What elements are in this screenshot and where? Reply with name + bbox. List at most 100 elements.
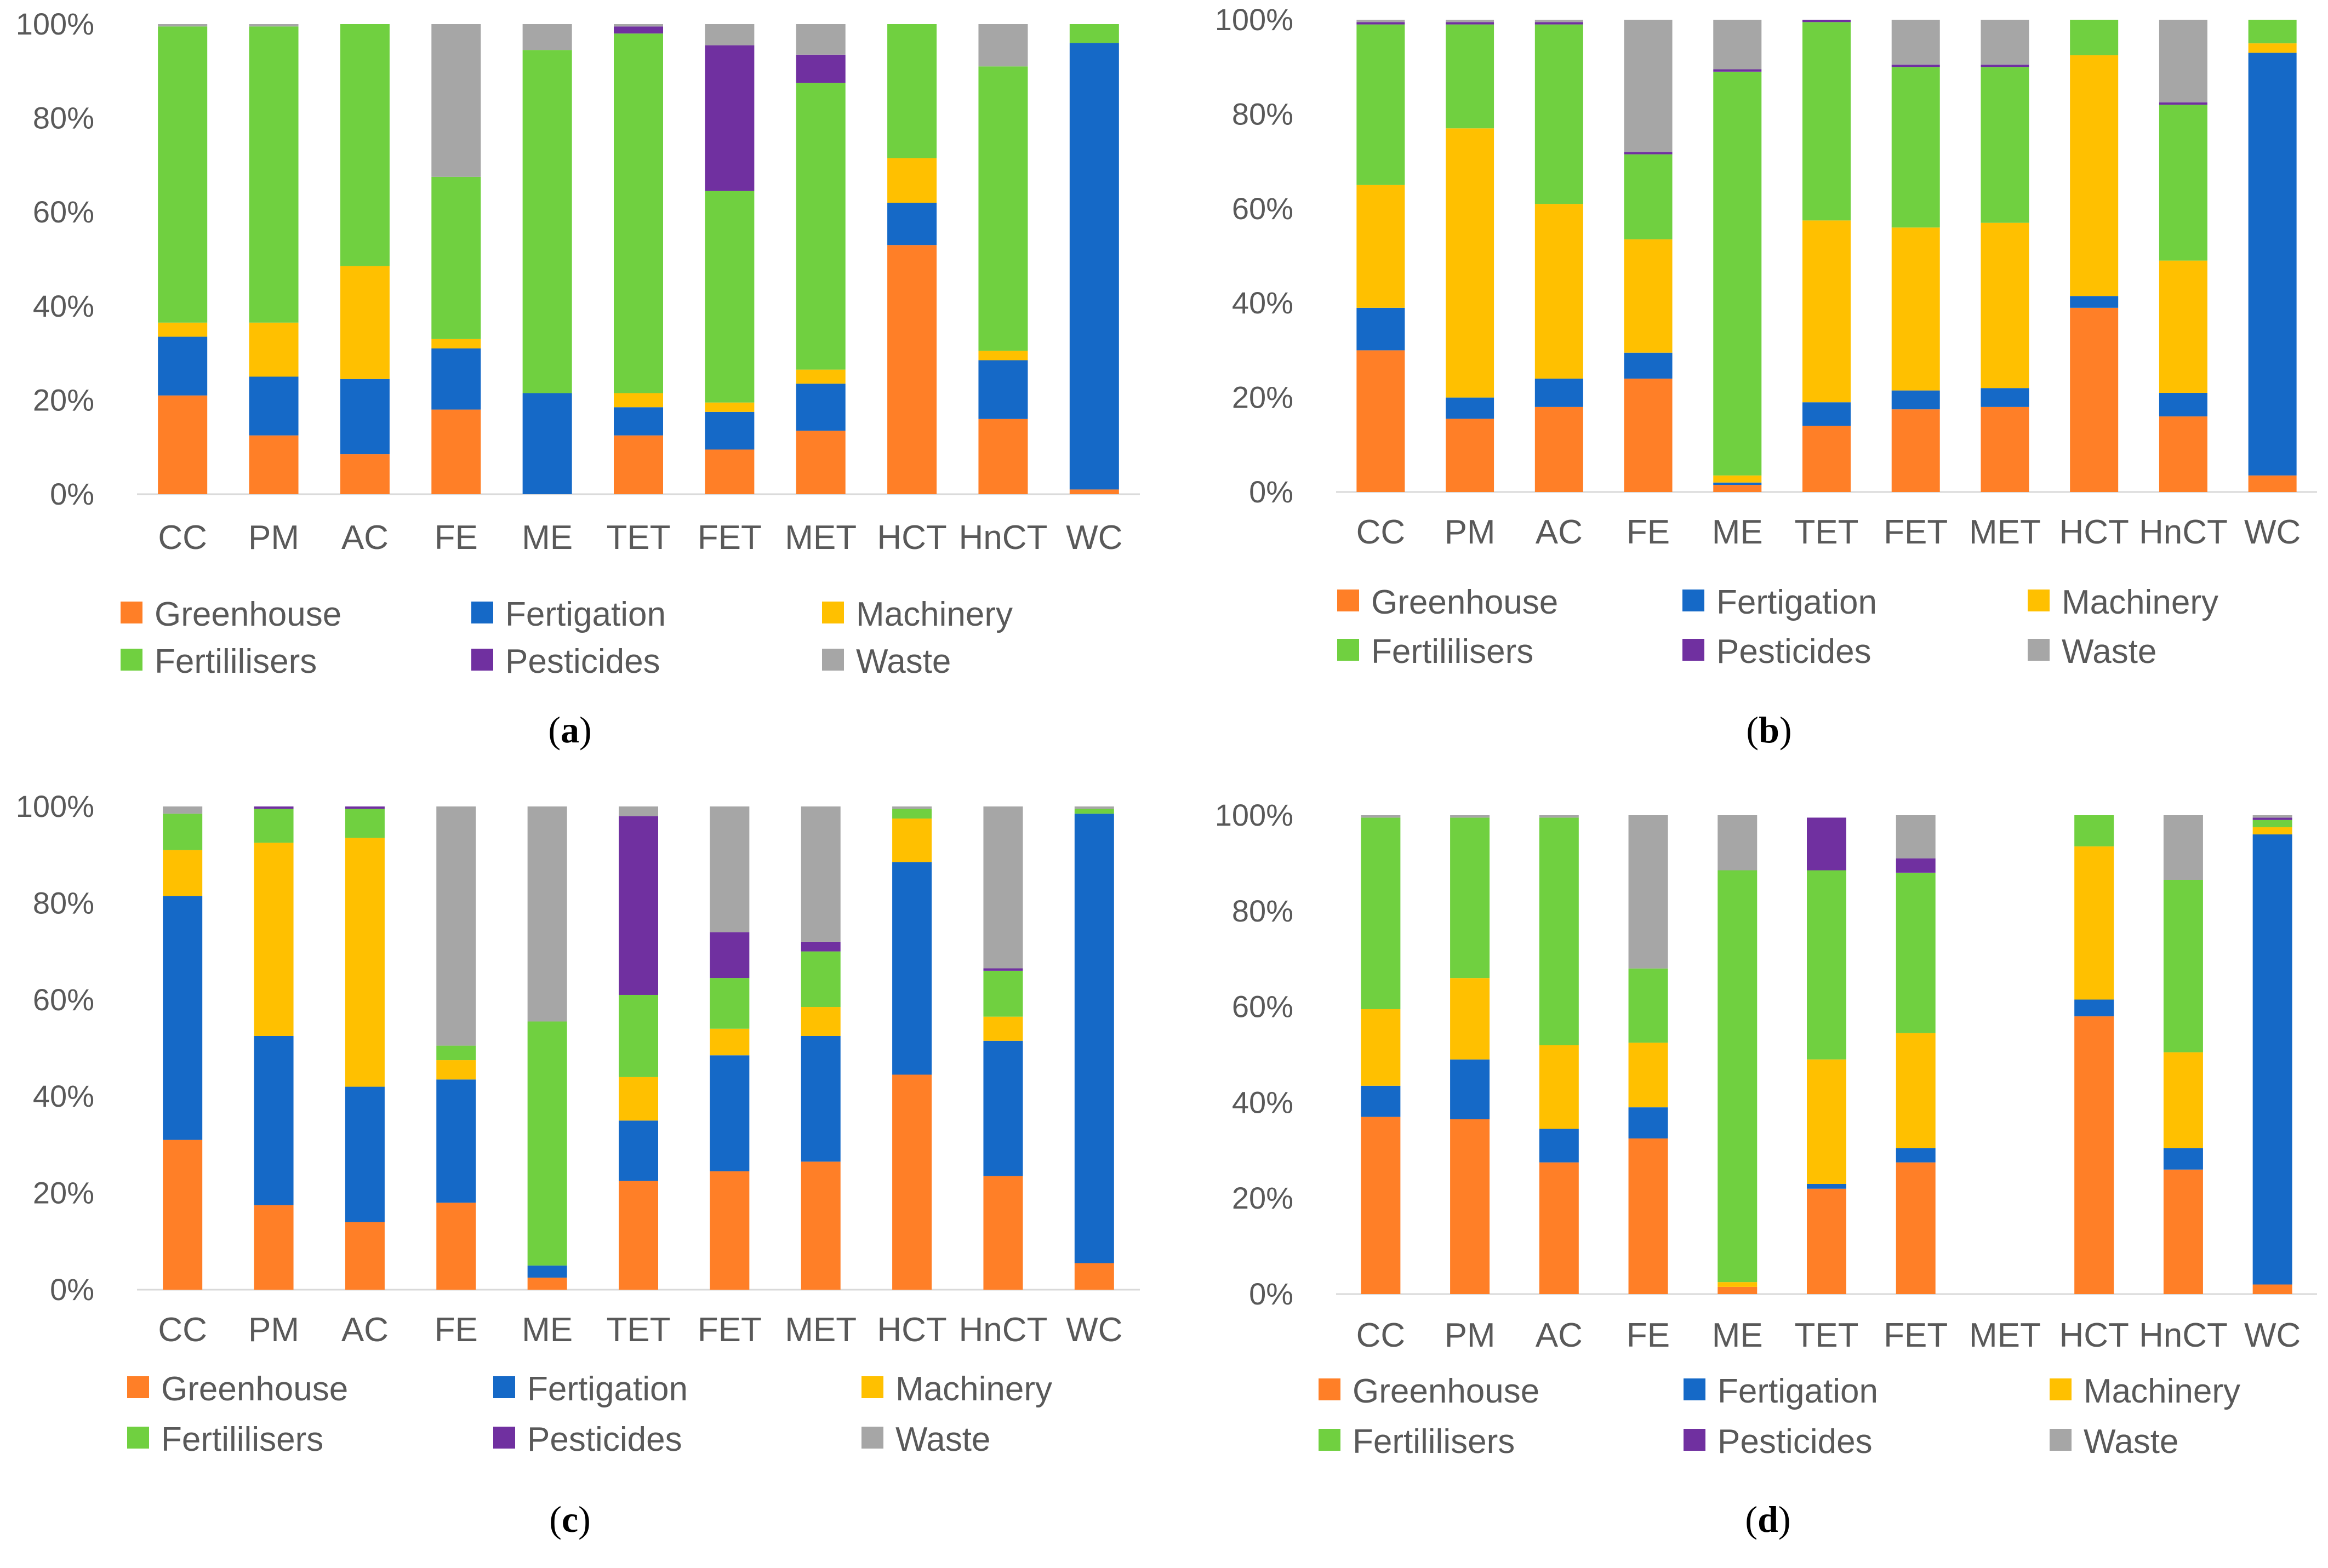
bar-segment-greenhouse-ac — [340, 454, 390, 494]
legend-swatch-fertililisers — [127, 1427, 149, 1449]
panel-caption: (d) — [1745, 1498, 1790, 1540]
bar-segment-machinery-hnct — [2159, 260, 2207, 393]
bar-segment-fertigation-hct — [2070, 296, 2119, 308]
bar-segment-greenhouse-hnct — [978, 419, 1028, 494]
bar-segment-machinery-cc — [1356, 185, 1405, 308]
bar-segment-machinery-cc — [163, 850, 203, 896]
bar-segment-greenhouse-wc — [1074, 1263, 1114, 1290]
y-tick-label: 40% — [33, 289, 94, 323]
bar-segment-fertigation-fet — [1891, 390, 1940, 410]
legend-swatch-fertililisers — [121, 649, 142, 671]
bar-segment-fertililisers-cc — [163, 814, 203, 850]
legend-swatch-greenhouse — [127, 1376, 149, 1398]
legend-label-fertililisers: Fertililisers — [1371, 633, 1533, 671]
x-tick-label: ME — [1712, 513, 1763, 551]
x-tick-label: WC — [1066, 1311, 1122, 1349]
y-tick-label: 100% — [16, 789, 94, 823]
x-tick-label: WC — [2244, 1317, 2301, 1354]
bar-segment-fertililisers-fe — [436, 1045, 476, 1061]
bar-segment-machinery-fe — [436, 1060, 476, 1080]
bar-segment-pesticides-ac — [1534, 22, 1583, 25]
bar-segment-machinery-pm — [1450, 978, 1490, 1060]
legend-swatch-machinery — [822, 602, 844, 623]
legend-label-greenhouse: Greenhouse — [1371, 583, 1558, 621]
bar-segment-waste-ac — [1534, 20, 1583, 22]
bar-segment-pesticides-me — [1713, 69, 1762, 72]
bar-segment-greenhouse-cc — [158, 395, 208, 494]
y-tick-label: 20% — [1232, 380, 1293, 415]
bar-segment-fertililisers-cc — [1356, 24, 1405, 185]
bar-segment-waste-fe — [436, 806, 476, 1046]
bar-segment-fertigation-wc — [1069, 43, 1119, 490]
bar-segment-fertigation-ac — [340, 379, 390, 455]
caption-open-paren: ( — [1745, 1498, 1758, 1540]
y-tick-label: 0% — [1249, 1277, 1293, 1311]
bar-segment-fertigation-wc — [1074, 814, 1114, 1263]
bar-segment-greenhouse-met — [801, 1161, 841, 1290]
legend-swatch-greenhouse — [121, 602, 142, 623]
legend-swatch-fertililisers — [1337, 639, 1359, 661]
caption-letter: c — [562, 1498, 578, 1540]
bar-segment-greenhouse-fet — [705, 449, 755, 494]
bar-segment-fertigation-met — [796, 384, 846, 431]
bar-segment-pesticides-tet — [1807, 817, 1846, 871]
caption-letter: d — [1758, 1498, 1778, 1540]
bar-segment-machinery-ac — [345, 838, 385, 1087]
y-tick-label: 0% — [1249, 474, 1293, 509]
bar-segment-greenhouse-ac — [345, 1222, 385, 1290]
bar-segment-machinery-met — [1981, 222, 2029, 388]
y-tick-label: 80% — [1232, 96, 1293, 131]
legend-label-pesticides: Pesticides — [1718, 1423, 1873, 1461]
bar-segment-pesticides-met — [1981, 64, 2029, 67]
bar-segment-machinery-met — [801, 1007, 841, 1036]
bar-segment-pesticides-hnct — [983, 968, 1023, 971]
caption-close-paren: ) — [1778, 1498, 1791, 1540]
bar-segment-machinery-cc — [1361, 1009, 1401, 1086]
bar-segment-fertililisers-wc — [1074, 809, 1114, 814]
x-tick-label: TET — [1794, 1317, 1858, 1354]
legend-swatch-fertigation — [493, 1376, 515, 1398]
bar-segment-machinery-hct — [887, 158, 937, 203]
bar-segment-fertililisers-hnct — [2159, 105, 2207, 261]
bar-segment-greenhouse-wc — [2248, 475, 2297, 492]
bar-segment-greenhouse-hct — [887, 245, 937, 494]
bar-segment-fertililisers-met — [796, 83, 846, 370]
legend-label-greenhouse: Greenhouse — [161, 1370, 348, 1408]
y-tick-label: 0% — [50, 477, 94, 511]
y-tick-label: 60% — [33, 194, 94, 229]
bar-segment-waste-cc — [158, 24, 208, 27]
bar-segment-pesticides-fet — [705, 45, 755, 191]
bar-segment-waste-fet — [710, 806, 750, 932]
bar-segment-fertililisers-me — [527, 1021, 567, 1266]
bar-segment-fertililisers-ac — [345, 809, 385, 838]
bar-segment-machinery-me — [1718, 1282, 1758, 1287]
chart-panel-a: 0% 20% 40% 60% 80% 100% CC PM AC FE ME TET FET MET HCT… — [16, 7, 1140, 751]
legend-swatch-waste — [2028, 639, 2050, 661]
legend-label-pesticides: Pesticides — [527, 1421, 682, 1458]
bar-segment-fertigation-fe — [436, 1079, 476, 1203]
legend-label-fertigation: Fertigation — [527, 1370, 688, 1408]
x-tick-label: PM — [248, 519, 299, 557]
bar-segment-greenhouse-me — [527, 1277, 567, 1290]
bar-segment-greenhouse-hct — [2070, 307, 2119, 492]
bar-segment-machinery-fet — [1896, 1033, 1936, 1148]
bar-segment-greenhouse-met — [1981, 407, 2029, 492]
x-tick-label: TET — [1794, 513, 1858, 551]
chart-panel-c: 0% 20% 40% 60% 80% 100% CC PM AC FE ME TET FET MET HCT… — [16, 789, 1140, 1540]
y-tick-label: 20% — [33, 382, 94, 417]
bar-segment-fertililisers-ac — [340, 24, 390, 266]
bar-segment-machinery-wc — [2248, 43, 2297, 53]
bar-segment-greenhouse-tet — [614, 435, 663, 494]
bar-segment-machinery-hct — [2070, 55, 2119, 296]
x-tick-label: HCT — [877, 1311, 946, 1349]
caption-open-paren: ( — [548, 709, 561, 751]
bar-segment-pesticides-met — [796, 54, 846, 83]
bar-segment-waste-fe — [431, 24, 481, 177]
bar-segment-pesticides-pm — [1446, 22, 1494, 25]
bar-segment-machinery-pm — [249, 322, 299, 377]
bar-segment-greenhouse-met — [796, 431, 846, 494]
x-tick-label: ME — [1712, 1317, 1763, 1354]
bar-segment-waste-tet — [619, 806, 658, 816]
bar-segment-fertigation-pm — [254, 1035, 294, 1205]
x-tick-label: FE — [435, 1311, 478, 1349]
